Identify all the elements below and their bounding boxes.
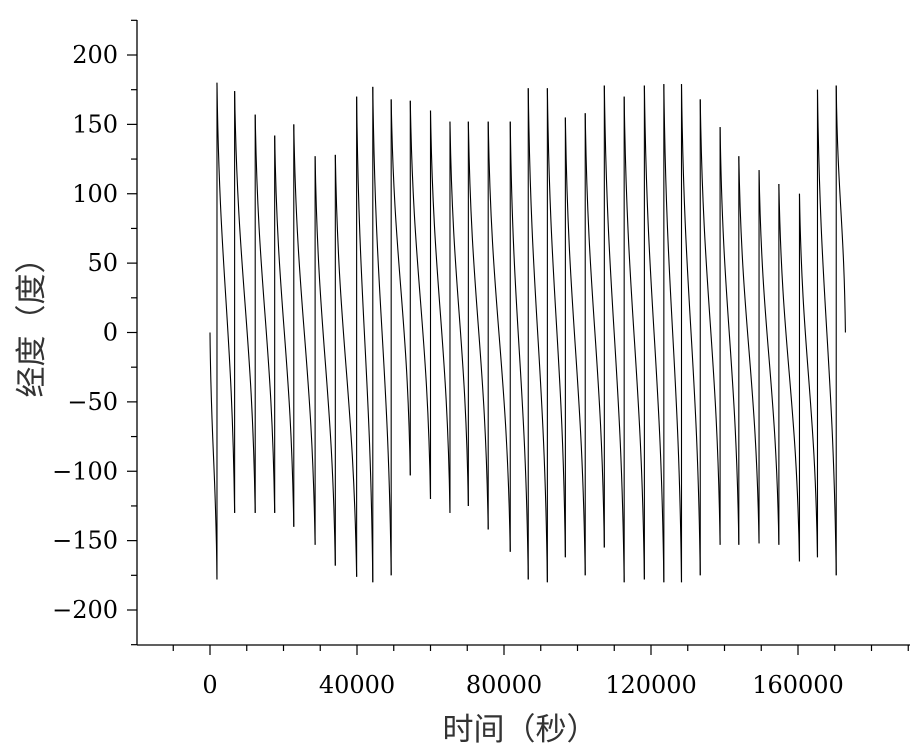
series-segment [209, 332, 218, 580]
series-segment [409, 100, 432, 500]
series-segment [254, 114, 276, 513]
series-segment [835, 85, 846, 333]
series-segment [216, 82, 236, 513]
y-axis-title: 经度（度） [14, 243, 50, 398]
y-tick-label: −100 [52, 457, 118, 485]
series-segment [816, 89, 837, 576]
x-tick-label: 40000 [319, 671, 395, 699]
y-tick-label: 50 [87, 249, 118, 277]
series-segment [314, 156, 336, 566]
axes [127, 19, 910, 655]
x-tick-label: 0 [202, 671, 217, 699]
series-segment [699, 99, 721, 545]
series-segment [334, 154, 358, 577]
series-segment [509, 121, 529, 580]
y-tick-label: 100 [72, 180, 118, 208]
y-tick-label: 200 [72, 41, 118, 69]
series-segment [274, 135, 295, 527]
series-segment [643, 85, 665, 583]
series-segment [449, 121, 469, 506]
series-segment [738, 156, 760, 544]
series-segment [527, 88, 548, 583]
series-segment [663, 84, 683, 583]
y-tick-label: 0 [103, 319, 118, 347]
series-segment [234, 91, 256, 513]
series-segment [603, 85, 625, 583]
x-tick-label: 160000 [752, 671, 844, 699]
series-segment [584, 113, 605, 548]
plot-area [209, 82, 846, 583]
series-segment [680, 84, 701, 576]
series-segment [758, 170, 780, 545]
x-tick-label: 120000 [605, 671, 697, 699]
y-tick-label: 150 [72, 110, 118, 138]
series-segment [429, 110, 451, 513]
series-segment [390, 99, 411, 476]
series-segment [778, 184, 801, 562]
series-segment [719, 127, 740, 545]
y-tick-label: −200 [52, 596, 118, 624]
series-segment [293, 124, 316, 545]
series-segment [623, 96, 645, 580]
series-segment [798, 193, 819, 558]
tick-labels: 0 40000 80000 120000 160000 −200 −150 −100 −50 0 5… [52, 41, 844, 699]
series-segment [564, 117, 586, 576]
x-tick-label: 80000 [466, 671, 542, 699]
series-segment [372, 86, 392, 576]
series-segment [356, 96, 374, 583]
y-tick-label: −150 [52, 527, 118, 555]
series-segment [467, 121, 489, 530]
y-tick-label: −50 [67, 388, 118, 416]
x-axis-title: 时间（秒） [443, 712, 598, 748]
series-segment [487, 121, 511, 552]
series-segment [546, 88, 566, 558]
